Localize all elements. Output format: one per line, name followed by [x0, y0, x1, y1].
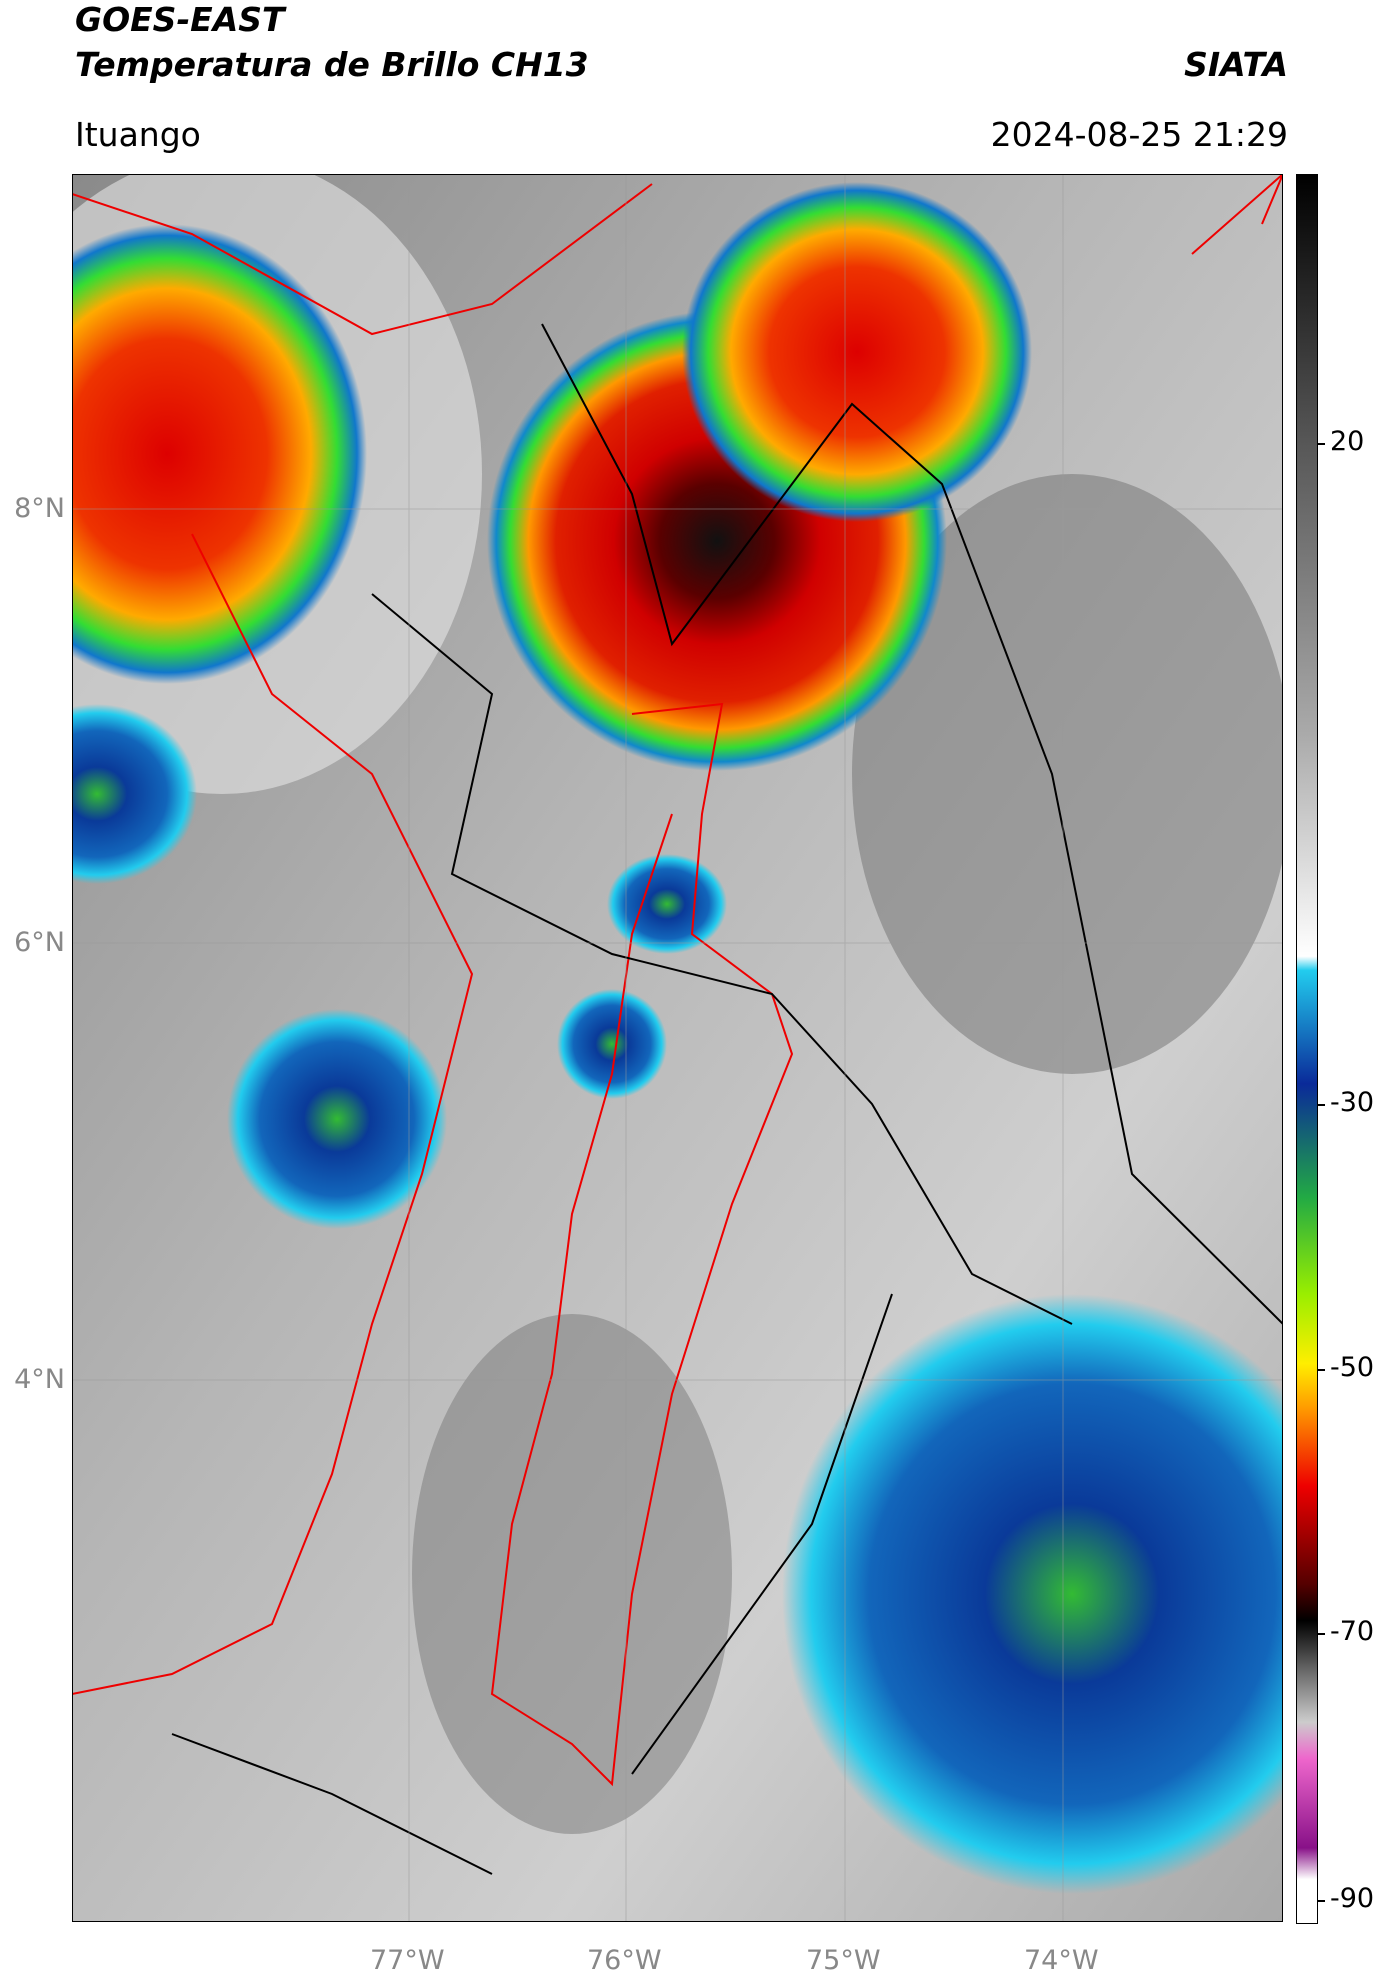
datetime: 2024-08-25 21:29 [990, 115, 1288, 154]
boundary-black [171, 323, 1283, 1875]
cloud-cell [227, 1009, 447, 1229]
lon-label: 77°W [370, 1945, 445, 1976]
colorbar-tick [1317, 1369, 1325, 1371]
colorbar-label: -70 [1330, 1616, 1375, 1647]
location: Ituango [75, 115, 201, 154]
colorbar-label: -50 [1330, 1352, 1375, 1383]
colorbar-label: 20 [1330, 426, 1365, 457]
lat-label: 8°N [14, 493, 65, 524]
storm-cell [72, 224, 367, 684]
cloud-cell [782, 1294, 1283, 1894]
colorbar-tick [1317, 1104, 1325, 1106]
colorbar [1296, 174, 1318, 1924]
colorbar-label: -30 [1330, 1087, 1375, 1118]
lon-label: 76°W [587, 1945, 662, 1976]
map [72, 174, 1283, 1922]
boundary-red [72, 174, 1283, 1787]
colorbar-tick [1317, 443, 1325, 445]
storm-cell [682, 182, 1032, 522]
colorbar-tick [1317, 1633, 1325, 1635]
lat-label: 4°N [14, 1364, 65, 1395]
brand: SIATA [1184, 45, 1288, 84]
colorbar-label: -90 [1330, 1883, 1375, 1914]
title: GOES-EAST [75, 0, 285, 39]
colorbar-tick [1317, 1900, 1325, 1902]
graticule [72, 174, 1283, 1922]
lon-label: 74°W [1024, 1945, 1099, 1976]
lon-label: 75°W [806, 1945, 881, 1976]
subtitle: Temperatura de Brillo CH13 [75, 45, 589, 84]
lat-label: 6°N [14, 927, 65, 958]
